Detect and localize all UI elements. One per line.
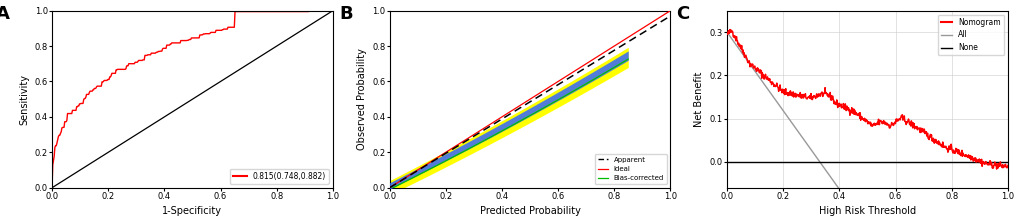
Y-axis label: Sensitivity: Sensitivity: [19, 74, 30, 125]
X-axis label: Predicted Probability: Predicted Probability: [479, 206, 580, 216]
Text: C: C: [676, 5, 689, 23]
Text: B: B: [338, 5, 353, 23]
Legend: 0.815(0.748,0.882): 0.815(0.748,0.882): [229, 169, 329, 184]
X-axis label: 1-Specificity: 1-Specificity: [162, 206, 222, 216]
Y-axis label: Observed Probability: Observed Probability: [357, 48, 366, 150]
Y-axis label: Net Benefit: Net Benefit: [694, 71, 703, 127]
Text: A: A: [0, 5, 10, 23]
Legend: Nomogram, All, None: Nomogram, All, None: [936, 14, 1003, 55]
X-axis label: High Risk Threshold: High Risk Threshold: [818, 206, 915, 216]
Legend: Apparent, Ideal, Bias-corrected: Apparent, Ideal, Bias-corrected: [594, 154, 666, 184]
